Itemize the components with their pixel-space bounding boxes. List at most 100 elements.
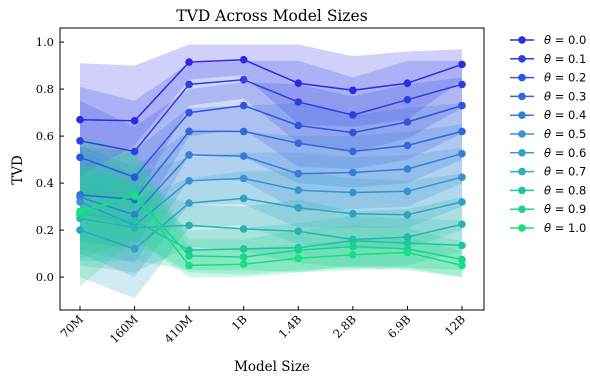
line-theta-0.6 [79, 197, 463, 250]
point-theta-0.0-1.4B [294, 79, 303, 87]
band-theta-0.8 [80, 166, 462, 273]
point-theta-0.3-1B [239, 127, 248, 136]
legend-marker-theta-0.5 [518, 130, 526, 138]
point-theta-0.1-160M [130, 147, 139, 156]
line-theta-0.9 [79, 194, 463, 261]
point-theta-0.8-1B [239, 245, 248, 253]
point-theta-0.8-12B [458, 241, 466, 250]
point-theta-1.0-1.4B [294, 254, 303, 263]
y-tick-label-0.0: 0.0 [36, 270, 54, 284]
line-theta-1.0 [79, 195, 463, 267]
point-theta-1.0-6.9B [403, 248, 412, 257]
line-theta-0.8 [79, 212, 463, 251]
band-theta-0.1 [80, 60, 462, 202]
point-theta-1.0-410M [185, 261, 193, 270]
legend-marker-theta-0.7 [518, 167, 526, 176]
legend-marker-theta-0.3 [518, 92, 526, 101]
y-tick-label-0.4: 0.4 [36, 176, 54, 190]
point-theta-0.4-160M [130, 211, 139, 219]
point-theta-0.5-70M [76, 198, 84, 206]
legend-marker-theta-0.6 [518, 149, 526, 157]
legend-marker-theta-1.0 [518, 224, 526, 232]
x-tick-label-12B: 12B [442, 312, 468, 338]
plot-frame [59, 27, 485, 311]
point-theta-0.3-410M [185, 127, 193, 136]
point-theta-0.2-1.4B [294, 121, 303, 130]
band-theta-0.5 [80, 147, 462, 278]
point-theta-0.6-2.8B [349, 209, 357, 218]
y-tick-label-0.2: 0.2 [36, 223, 54, 237]
line-theta-0.5 [79, 176, 463, 227]
point-theta-0.1-12B [458, 80, 466, 89]
point-theta-0.8-160M [130, 216, 139, 225]
point-theta-0.9-2.8B [349, 242, 357, 251]
band-theta-0.4 [80, 124, 462, 264]
point-theta-0.2-2.8B [349, 128, 357, 137]
point-theta-0.0-2.8B [349, 86, 357, 95]
line-theta-0.7 [79, 217, 463, 241]
point-theta-0.0-160M [130, 117, 139, 125]
band-theta-0.3 [80, 103, 462, 249]
point-theta-0.0-1B [239, 55, 248, 64]
point-theta-0.9-12B [458, 255, 466, 264]
line-theta-0.3 [79, 130, 463, 201]
point-theta-0.5-1B [239, 174, 248, 183]
point-theta-0.6-1.4B [294, 204, 303, 212]
x-tick-label-1B: 1B [229, 312, 250, 333]
point-theta-0.0-12B [458, 60, 466, 69]
y-axis-label: TVD [10, 155, 26, 185]
point-theta-1.0-1B [239, 260, 248, 269]
band-theta-0.9 [80, 150, 462, 278]
point-theta-0.7-1B [239, 225, 248, 233]
legend-label-theta-0.5: θ = 0.5 [544, 127, 586, 141]
x-axis-label: Model Size [234, 359, 310, 375]
point-theta-0.8-6.9B [403, 239, 412, 247]
point-theta-0.2-1B [239, 101, 248, 110]
point-theta-0.6-1B [239, 194, 248, 203]
point-theta-0.9-1.4B [294, 246, 303, 254]
legend: θ = 0.0 θ = 0.1 θ = 0.2 θ = 0.3 θ = 0.4 θ = 0… [510, 33, 586, 235]
legend-label-theta-0.6: θ = 0.6 [544, 146, 586, 160]
point-theta-0.1-6.9B [403, 95, 412, 104]
y-tick-label-0.6: 0.6 [36, 129, 54, 143]
point-theta-0.7-160M [130, 224, 139, 232]
point-theta-1.0-70M [76, 207, 84, 216]
y-tick-label-1.0: 1.0 [36, 35, 54, 49]
legend-label-theta-0.4: θ = 0.4 [544, 108, 586, 122]
point-theta-0.7-1.4B [294, 227, 303, 236]
legend-label-theta-1.0: θ = 1.0 [544, 221, 586, 235]
point-theta-1.0-2.8B [349, 251, 357, 259]
point-theta-0.6-160M [130, 245, 139, 253]
point-theta-0.1-2.8B [349, 111, 357, 119]
point-theta-0.0-70M [76, 115, 84, 124]
point-theta-0.5-1.4B [294, 186, 303, 194]
point-theta-0.6-12B [458, 198, 466, 206]
point-theta-0.6-70M [76, 226, 84, 234]
point-theta-0.1-70M [76, 137, 84, 145]
point-theta-0.3-2.8B [349, 147, 357, 156]
x-tick-label-410M: 410M [162, 312, 196, 346]
legend-marker-theta-0.8 [518, 186, 526, 195]
legend-label-theta-0.0: θ = 0.0 [544, 33, 586, 47]
legend-label-theta-0.1: θ = 0.1 [544, 52, 586, 66]
point-theta-0.2-160M [130, 173, 139, 181]
point-theta-0.1-1.4B [294, 98, 303, 106]
x-tick-label-2.8B: 2.8B [330, 312, 359, 341]
point-theta-0.2-410M [185, 108, 193, 117]
point-theta-0.8-410M [185, 246, 193, 254]
point-theta-0.1-1B [239, 75, 248, 84]
legend-marker-theta-0.2 [518, 73, 526, 82]
legend-label-theta-0.8: θ = 0.8 [544, 183, 586, 197]
point-theta-1.0-160M [130, 192, 139, 200]
point-theta-0.5-12B [458, 173, 466, 181]
x-tick-label-70M: 70M [58, 312, 87, 341]
point-theta-1.0-12B [458, 261, 466, 270]
legend-marker-theta-0.0 [518, 36, 526, 44]
x-tick-label-1.4B: 1.4B [276, 312, 305, 341]
point-theta-0.3-1.4B [294, 139, 303, 147]
x-tick-label-160M: 160M [107, 312, 141, 346]
legend-marker-theta-0.9 [518, 205, 526, 213]
legend-label-theta-0.7: θ = 0.7 [544, 165, 586, 179]
point-theta-0.8-2.8B [349, 236, 357, 245]
